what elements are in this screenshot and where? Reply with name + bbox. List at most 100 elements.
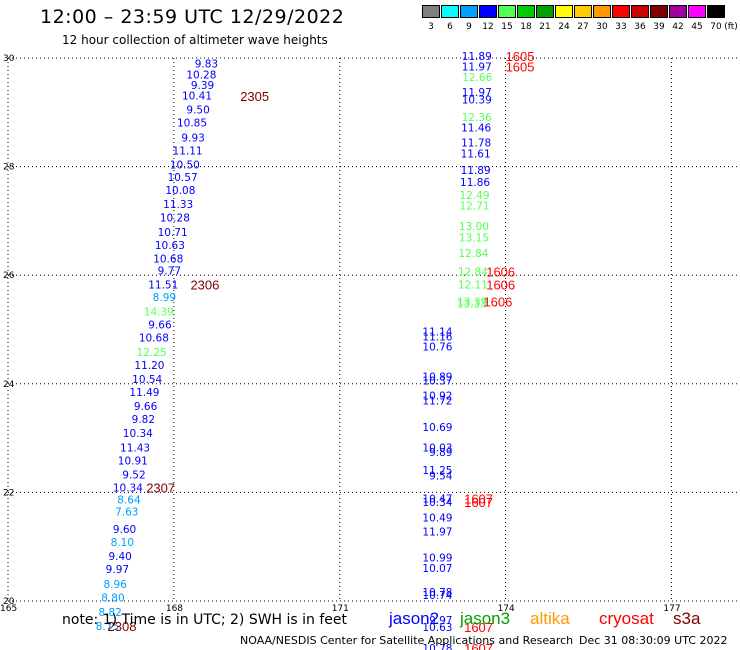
- scale-swatch: [536, 5, 554, 18]
- wave-height-label: 11.89: [461, 165, 491, 177]
- wave-height-label: 11.51: [148, 279, 178, 291]
- wave-height-label: 10.68: [153, 253, 183, 265]
- scale-swatch: [517, 5, 535, 18]
- x-tick-label: 165: [0, 604, 17, 614]
- pass-time-label: 1607: [464, 620, 493, 635]
- scale-label: 27: [577, 22, 589, 32]
- pass-time-label: 2307: [146, 481, 175, 496]
- wave-height-label: 9.97: [106, 564, 129, 576]
- scale-swatch: [669, 5, 687, 18]
- wave-height-label: 10.37: [422, 376, 452, 388]
- wave-height-label: 11.14: [422, 327, 452, 339]
- wave-height-label: 8.96: [103, 579, 127, 591]
- wave-height-label: 9.60: [113, 524, 136, 536]
- scale-label: 12: [482, 22, 494, 32]
- scale-label: 21: [539, 22, 551, 32]
- wave-height-label: 10.41: [182, 90, 212, 102]
- wave-height-label: 12.66: [462, 72, 492, 84]
- wave-height-label: 12.11: [458, 279, 488, 291]
- wave-height-label: 8.75: [96, 621, 119, 633]
- wave-height-label: 10.34: [422, 497, 452, 509]
- scale-label: 15: [501, 22, 513, 32]
- wave-height-label: 10.78: [422, 587, 452, 599]
- scale-swatch: [441, 5, 459, 18]
- wave-height-label: 10.76: [422, 341, 452, 353]
- pass-time-label: 2306: [190, 277, 219, 292]
- wave-height-label: 9.39: [191, 80, 214, 92]
- wave-height-label: 11.61: [461, 149, 491, 161]
- wave-height-label: 10.69: [422, 422, 452, 434]
- y-tick-label: 26: [3, 271, 15, 281]
- wave-height-label: 9.50: [186, 105, 209, 117]
- scale-label: 33: [615, 22, 627, 32]
- grid-lines: [7, 57, 740, 602]
- wave-height-label: 10.63: [422, 622, 452, 634]
- pass-time-label: 1606: [486, 277, 515, 292]
- wave-height-label: 11.46: [461, 123, 491, 135]
- generated-timestamp: Dec 31 08:30:09 UTC 2022: [579, 634, 728, 647]
- mission-s3a: s3a: [673, 609, 701, 628]
- mission-jason3: jason3: [460, 609, 511, 628]
- wave-height-label: 12.36: [462, 112, 492, 124]
- wave-height-label: 9.83: [195, 58, 218, 70]
- footer-note: note: 1) Time is in UTC; 2) SWH is in fe…: [62, 612, 348, 628]
- y-tick-label: 20: [3, 597, 15, 607]
- scale-label: 39: [653, 22, 665, 32]
- scale-unit: (ft): [724, 22, 738, 32]
- wave-height-label: 14.39: [144, 307, 174, 319]
- wave-height-label: 11.97: [462, 87, 492, 99]
- wave-height-label: 11.49: [129, 387, 159, 399]
- wave-height-label: 11.86: [460, 177, 490, 189]
- wave-height-label: 7.63: [115, 506, 138, 518]
- wave-height-label: 10.54: [132, 374, 162, 386]
- wave-height-label: 11.78: [461, 138, 491, 150]
- wave-height-label: 10.63: [155, 240, 185, 252]
- wave-height-label: 9.97: [429, 615, 452, 627]
- scale-label: 9: [466, 22, 472, 32]
- scale-label: 42: [672, 22, 684, 32]
- x-tick-label: 174: [498, 604, 515, 614]
- scale-swatch: [555, 5, 573, 18]
- chart-title: 12:00 – 23:59 UTC 12/29/2022: [40, 6, 345, 28]
- wave-height-label: 9.40: [108, 551, 131, 563]
- pass-time-label: 1605: [506, 49, 535, 64]
- wave-height-label: 10.47: [422, 493, 452, 505]
- wave-height-label: 9.52: [122, 469, 145, 481]
- wave-height-label: 10.68: [139, 333, 169, 345]
- color-scale-legend: 3 6 9 12 15 18 21 24 27 30 33 36 39 42 45 70 (ft): [422, 5, 738, 37]
- wave-height-label: 8.99: [153, 292, 176, 304]
- wave-height-label: 13.15: [459, 233, 489, 245]
- mission-altika: altika: [530, 609, 570, 628]
- wave-height-label: 10.89: [422, 372, 452, 384]
- scale-swatch: [593, 5, 611, 18]
- wave-height-label: 10.78: [422, 643, 452, 650]
- scale-label: 45: [691, 22, 703, 32]
- wave-height-label: 11.25: [422, 465, 452, 477]
- scale-swatch: [479, 5, 497, 18]
- wave-height-label: 10.49: [422, 512, 452, 524]
- wave-height-label: 10.28: [186, 69, 216, 81]
- time-labels: 2305230623072308160516051606160616061607…: [108, 49, 535, 650]
- wave-height-label: 10.99: [422, 553, 452, 565]
- pass-time-label: 1607: [464, 491, 493, 506]
- pass-time-label: 2308: [108, 619, 137, 634]
- mission-jason2: jason2: [389, 609, 440, 628]
- scale-label: 3: [428, 22, 434, 32]
- y-tick-label: 30: [3, 54, 15, 64]
- wave-height-label: 10.85: [177, 118, 207, 130]
- wave-height-label: 10.34: [113, 483, 143, 495]
- scale-label: 30: [596, 22, 608, 32]
- pass-time-label: 2305: [240, 89, 269, 104]
- y-tick-label: 22: [3, 488, 14, 498]
- wave-height-label: 8.82: [98, 607, 121, 619]
- wave-height-label: 13.00: [459, 221, 489, 233]
- pass-time-label: 1605: [506, 60, 535, 75]
- pass-time-label: 1606: [486, 264, 515, 279]
- wave-height-label: 9.82: [132, 414, 155, 426]
- scale-label: 70: [710, 22, 722, 32]
- wave-height-label: 11.11: [173, 145, 203, 157]
- wave-height-label: 9.66: [148, 320, 172, 332]
- wave-height-label: 10.08: [165, 185, 195, 197]
- wave-height-label: 9.89: [429, 447, 452, 459]
- x-axis-ticks: 165 168 171 174 177: [0, 604, 681, 614]
